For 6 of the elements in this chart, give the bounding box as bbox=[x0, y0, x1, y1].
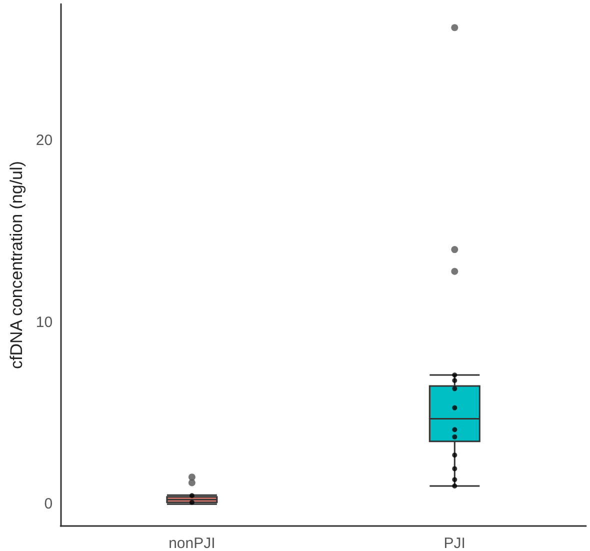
y-tick-label: 20 bbox=[36, 132, 53, 149]
y-axis-title: cfDNA concentration (ng/ul) bbox=[7, 161, 26, 369]
x-tick-label: PJI bbox=[444, 535, 466, 551]
y-tick-label: 10 bbox=[36, 314, 53, 331]
x-tick-label: nonPJI bbox=[168, 535, 216, 551]
y-tick-label: 0 bbox=[44, 496, 53, 513]
